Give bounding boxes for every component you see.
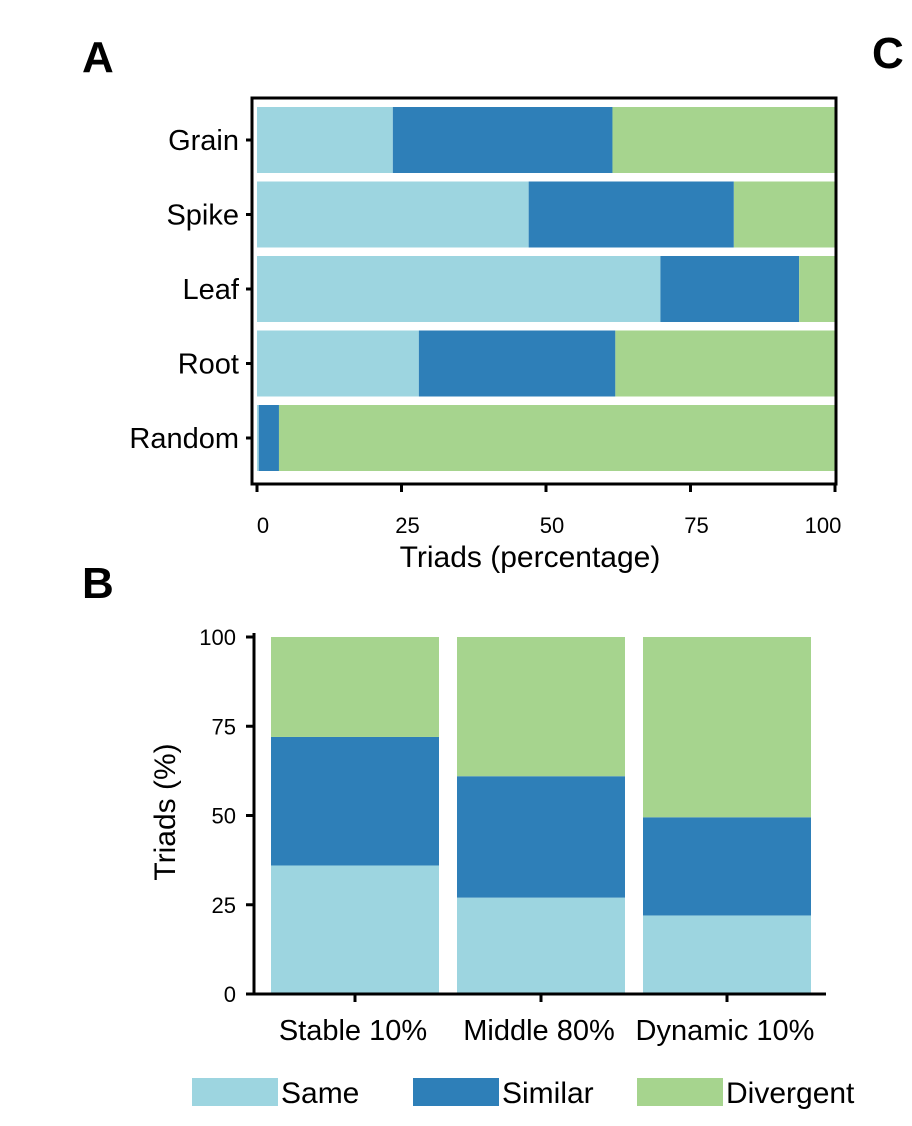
- chart-a-bars: [257, 107, 835, 471]
- bar-leaf-similar: [660, 256, 800, 322]
- bar-random-similar: [258, 405, 279, 471]
- bar-dynamic-10-similar: [643, 817, 811, 916]
- bar-grain-divergent: [612, 107, 835, 173]
- bar-random-same: [257, 405, 259, 471]
- chart-a-x-axis-title: Triads (percentage): [400, 541, 661, 574]
- bar-dynamic-10-divergent: [643, 637, 811, 818]
- bar-spike-same: [257, 181, 529, 248]
- legend-swatch-divergent: [637, 1078, 723, 1106]
- bar-root-similar: [418, 330, 616, 397]
- y-tick-label-75: 75: [212, 714, 236, 739]
- chart-a-y-axis: Grain Spike Leaf Root Random: [129, 125, 252, 455]
- category-label-spike: Spike: [166, 200, 239, 232]
- legend-swatch-same: [192, 1078, 278, 1106]
- y-tick-label-50: 50: [212, 804, 236, 829]
- bar-random-divergent: [278, 405, 835, 471]
- legend-label-same: Same: [281, 1077, 359, 1110]
- panel-letter-a: A: [82, 33, 114, 82]
- chart-a: Grain Spike Leaf Root Random 0 25 50 75 100 Tria…: [129, 96, 842, 574]
- y-tick-label-100: 100: [199, 625, 236, 650]
- x-tick-label-25: 25: [395, 513, 419, 538]
- bar-stable-10-same: [271, 865, 439, 994]
- bar-stable-10-similar: [271, 736, 439, 866]
- panel-letter-b: B: [82, 559, 114, 608]
- x-tick-label-50: 50: [540, 513, 564, 538]
- chart-b-axes: 0 25 50 75 100 Stable 10% Middle 80% Dynamic 10…: [199, 625, 826, 1047]
- bar-dynamic-10-same: [643, 915, 811, 994]
- legend-swatch-similar: [413, 1078, 499, 1106]
- legend-label-divergent: Divergent: [726, 1077, 855, 1110]
- category-label-grain: Grain: [168, 125, 239, 157]
- bar-spike-divergent: [733, 181, 835, 248]
- category-label-root: Root: [178, 349, 239, 381]
- chart-b: 0 25 50 75 100 Stable 10% Middle 80% Dynamic 10…: [149, 625, 826, 1047]
- bar-root-same: [257, 330, 419, 397]
- bar-grain-same: [257, 107, 393, 173]
- chart-a-x-axis: 0 25 50 75 100: [255, 484, 842, 538]
- legend: Same Similar Divergent: [192, 1077, 855, 1110]
- bar-middle-80-same: [457, 897, 625, 994]
- panel-letter-c: C: [872, 29, 904, 78]
- bar-middle-80-divergent: [457, 637, 625, 777]
- bar-grain-similar: [392, 107, 613, 173]
- bar-spike-similar: [528, 181, 734, 248]
- bar-leaf-same: [257, 256, 661, 322]
- legend-label-similar: Similar: [502, 1077, 594, 1110]
- chart-a-frame: [250, 96, 838, 486]
- category-label-leaf: Leaf: [183, 274, 240, 306]
- category-label-middle-80: Middle 80%: [463, 1015, 615, 1047]
- category-label-random: Random: [129, 423, 239, 455]
- x-tick-label-75: 75: [684, 513, 708, 538]
- bar-root-divergent: [615, 330, 835, 397]
- x-tick-label-100: 100: [805, 513, 842, 538]
- category-label-dynamic-10: Dynamic 10%: [636, 1015, 815, 1047]
- x-tick-label-0: 0: [257, 513, 269, 538]
- y-tick-label-25: 25: [212, 893, 236, 918]
- bar-middle-80-similar: [457, 776, 625, 898]
- y-tick-label-0: 0: [224, 982, 236, 1007]
- chart-b-bars: [271, 637, 811, 994]
- chart-b-y-axis-title: Triads (%): [149, 743, 182, 880]
- bar-leaf-divergent: [799, 256, 835, 322]
- category-label-stable-10: Stable 10%: [279, 1015, 427, 1047]
- bar-stable-10-divergent: [271, 637, 439, 737]
